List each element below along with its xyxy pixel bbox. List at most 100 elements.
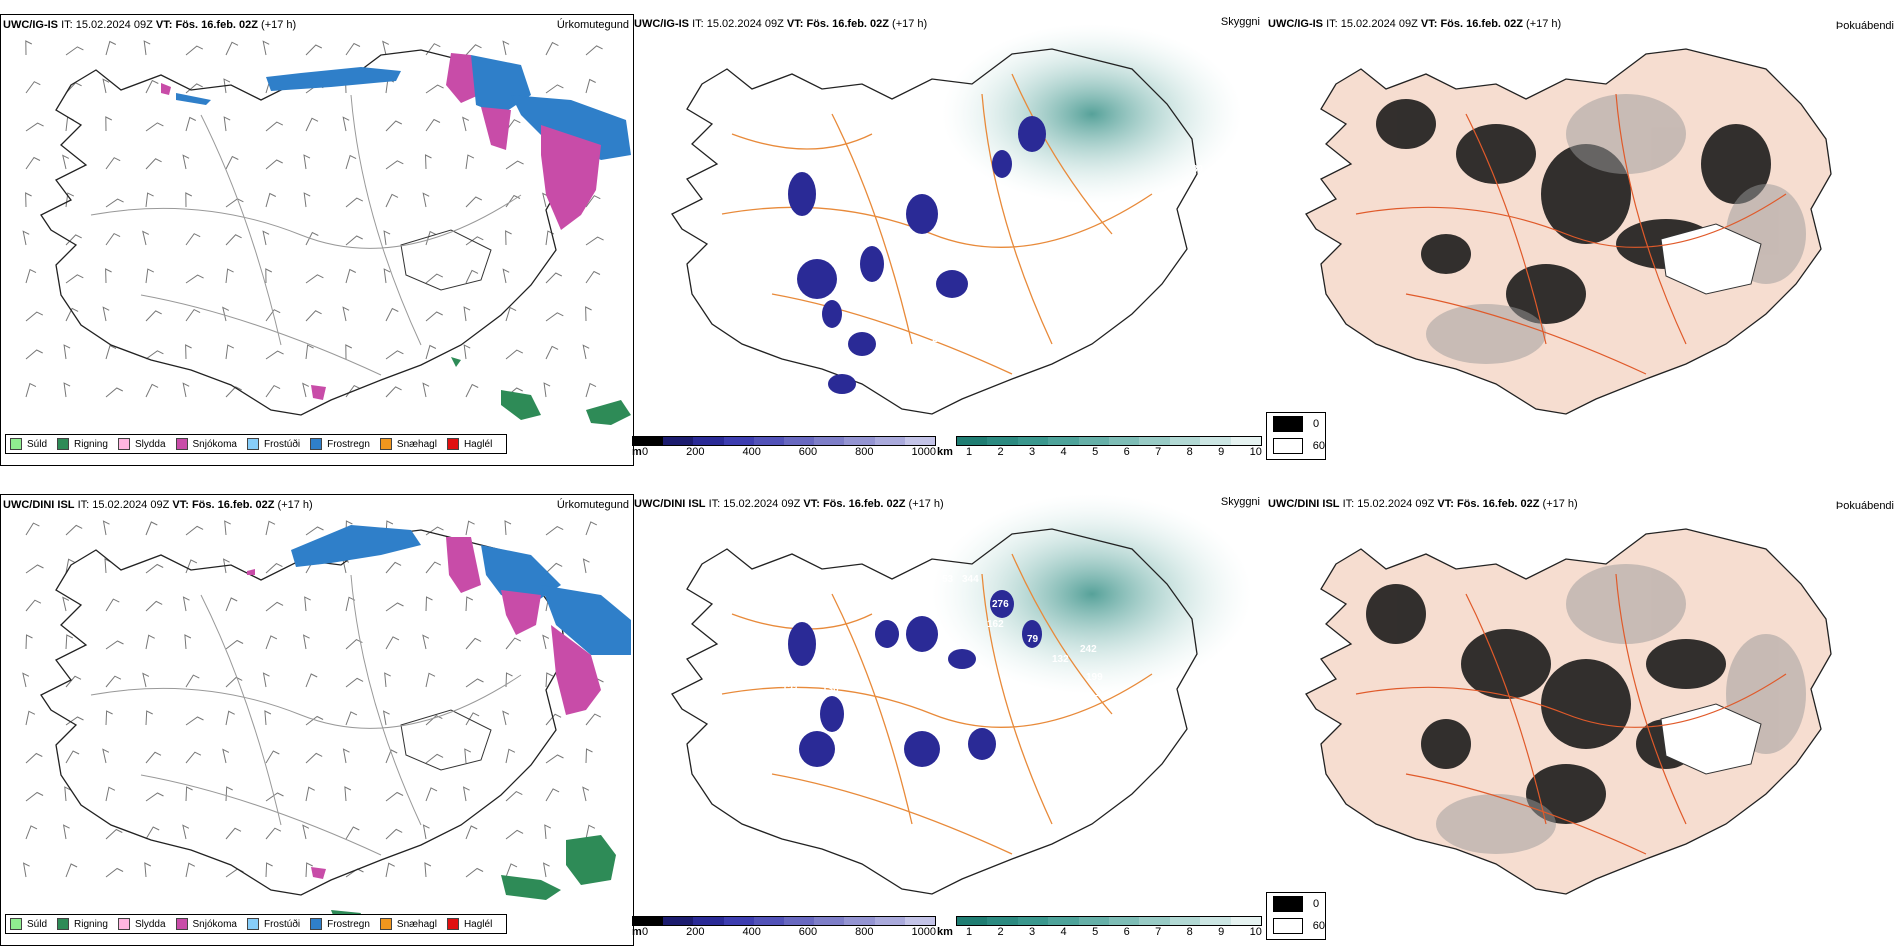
wind-barb [265,520,276,536]
fog-legend: 0 60 [1266,412,1326,460]
wind-barb [182,596,190,612]
wind-barb [142,230,150,246]
wind-barb [265,635,278,650]
visibility-map-svg [671,494,1252,895]
wind-barb [185,344,192,360]
wind-barb [302,824,310,840]
wind-barb [505,637,522,650]
visibility-value-label: 152 [1196,210,1213,221]
visibility-value-label: 242 [1080,644,1097,655]
roads [90,574,522,856]
wind-barb [265,862,273,878]
colorbar-swatch [957,917,988,925]
colorbar-tick: 6 [1123,446,1130,458]
low-visibility-areas [788,590,1042,767]
visibility-value-label: 15 [962,694,974,705]
legend-label: Slydda [134,438,166,450]
colorbar-swatch [814,917,845,925]
precip-legend-item: Slydda [117,438,166,450]
visibility-value-label: 235 [872,139,889,150]
wind-barb [585,306,592,322]
wind-barb [184,634,192,650]
precip-legend-item: Haglél [446,438,493,450]
colorbar-tick: 9 [1218,926,1225,938]
wind-barb [145,79,159,94]
wind-barb [223,78,231,94]
fog-moderate-areas [1436,564,1806,854]
wind-barb [265,159,283,170]
wind-barb [424,154,432,170]
wind-barb [305,862,313,878]
wind-barb [582,786,590,802]
wind-barb [462,116,470,132]
colorbar-swatch [874,917,905,925]
wind-barb [505,160,524,170]
wind-barb [385,307,399,322]
legend-swatch [446,438,459,450]
wind-barb [385,602,404,612]
wind-barb [464,748,472,764]
wind-barb [465,637,482,650]
wind-barb [585,270,601,284]
wind-barb [345,197,364,208]
wind-barb [25,268,37,284]
wind-barb [582,344,590,360]
wind-barb [225,786,233,802]
precip-legend-item: Súld [10,918,47,930]
wind-barb [465,44,482,56]
visibility-value-label: 134 [832,797,849,808]
precip-title: Úrkomutegund [556,19,629,31]
precip-legend-item: Frostregn [310,438,370,450]
wind-barb [102,78,110,94]
visibility-title: Skyggni [1220,496,1260,508]
fog-region [942,24,1242,204]
wind-barb [105,198,124,208]
precip-legend: Súld Rigning Slydda Snjókoma Frostúði Frostre… [5,434,508,454]
wind-barb [105,232,121,246]
forecast-header: UWC/DINI ISL IT: 15.02.2024 09Z VT: Fös.… [3,499,313,511]
colorbar-tick: 400 [742,446,761,458]
wind-barb [585,748,593,764]
visibility-title: Skyggni [1220,16,1260,28]
legend-label: Súld [27,438,48,450]
legend-label: Snæhagl [396,918,437,930]
wind-barb [25,634,33,650]
legend-label: Haglél [463,438,493,450]
wind-barb [585,195,601,208]
wind-barb [105,387,124,398]
wind-barb [182,382,190,398]
wind-barb [185,862,196,878]
colorbar-tick: 800 [855,926,874,938]
glacier-outline [400,709,492,771]
wind-barb [305,117,319,132]
fog-legend-label: 0 [1313,418,1320,430]
wind-barb [145,310,162,322]
colorbar-tick: 10 [1249,926,1262,938]
colorbar-swatch [723,437,754,445]
wind-barb [105,116,113,132]
wind-barb [502,710,510,726]
wind-barb [425,273,444,284]
legend-swatch [379,918,392,930]
colorbar-swatch [904,437,936,445]
colorbar-swatch [874,437,905,445]
legend-label: Rigning [74,918,108,930]
wind-barb [185,308,201,322]
legend-swatch [175,918,188,930]
wind-barb [25,564,44,574]
wind-barb [185,116,197,132]
wind-barb [545,41,559,56]
fog-legend-swatch [1273,918,1303,934]
wind-barb [264,710,272,726]
wind-barb [425,561,442,574]
precip-map-svg [22,520,631,925]
legend-swatch [379,438,392,450]
wind-barb [425,714,443,726]
fog-map-svg [1305,528,1832,895]
wind-barb [265,192,277,208]
colorbar-swatch [1017,917,1049,925]
visibility-value-label: 138 [744,304,761,315]
colorbar-swatch [1230,437,1262,445]
wind-barb [65,716,84,726]
forecast-header: UWC/IG-IS IT: 15.02.2024 09Z VT: Fös. 16… [1268,18,1562,30]
